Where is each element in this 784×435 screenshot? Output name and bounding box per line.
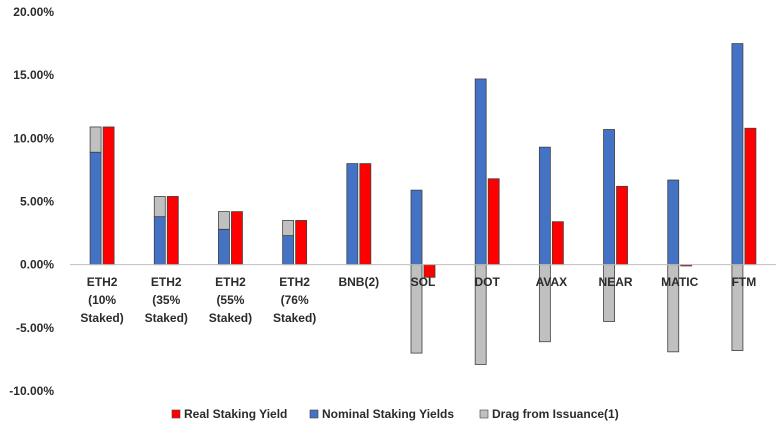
category-label: ETH2: [215, 275, 246, 289]
real-yield-bar: [295, 220, 308, 266]
nominal-yield-bar: [474, 78, 487, 266]
nominal-yield-bar: [282, 235, 295, 266]
category-label: DOT: [475, 275, 501, 289]
category-label: Staked): [209, 311, 252, 325]
real-yield-bar: [231, 211, 243, 266]
nominal-yield-bar: [346, 163, 359, 266]
y-tick-label: 0.00%: [20, 258, 54, 272]
category-label: MATIC: [661, 275, 698, 289]
issuance-drag-bar: [603, 264, 615, 322]
real-yield-bar: [166, 196, 179, 266]
category-label: ETH2: [151, 275, 182, 289]
category-label: (76%: [281, 293, 309, 307]
category-label: AVAX: [536, 275, 568, 289]
nominal-yield-bar: [731, 43, 744, 266]
category-label: Staked): [273, 311, 316, 325]
x-axis-labels: ETH2 (10% Staked) ETH2 (35% Staked) ETH2 (55% St…: [80, 275, 756, 325]
real-yield-bar: [487, 178, 500, 266]
nominal-yield-bar: [603, 129, 615, 266]
y-tick-label: -5.00%: [16, 321, 54, 335]
issuance-drag-bar: [218, 211, 230, 230]
category-label: Staked): [145, 311, 188, 325]
category-label: (10%: [88, 293, 116, 307]
category-label: SOL: [411, 275, 436, 289]
category-label: ETH2: [279, 275, 310, 289]
legend-swatch-drag: [479, 409, 489, 419]
legend-label: Nominal Staking Yields: [322, 407, 454, 421]
issuance-drag-bar: [153, 196, 166, 218]
nominal-yield-bar: [218, 228, 230, 266]
category-label: BNB(2): [338, 275, 379, 289]
y-tick-label: 15.00%: [13, 68, 54, 82]
y-tick-label: 20.00%: [13, 5, 54, 19]
nominal-yield-bar: [153, 216, 166, 266]
nominal-yield-bar: [89, 151, 102, 266]
category-label: Staked): [80, 311, 123, 325]
real-yield-bar: [359, 163, 372, 266]
category-label: (35%: [152, 293, 180, 307]
y-tick-label: -10.00%: [9, 384, 54, 398]
issuance-drag-bar: [282, 220, 295, 237]
category-label: FTM: [732, 275, 757, 289]
bars: [89, 43, 757, 365]
legend-swatch-real: [171, 409, 181, 419]
nominal-yield-bar: [410, 189, 423, 266]
y-axis-ticks: 20.00% 15.00% 10.00% 5.00% 0.00% -5.00% -10.00…: [9, 5, 54, 398]
legend-swatch-nominal: [309, 409, 319, 419]
y-tick-label: 5.00%: [20, 195, 54, 209]
legend-label: Real Staking Yield: [184, 407, 287, 421]
real-yield-bar: [551, 221, 564, 266]
real-yield-bar: [102, 126, 115, 266]
nominal-yield-bar: [667, 179, 680, 266]
category-label: (55%: [216, 293, 244, 307]
legend-label: Drag from Issuance(1): [492, 407, 619, 421]
legend: Real Staking Yield Nominal Staking Yields…: [171, 407, 619, 421]
category-label: ETH2: [87, 275, 118, 289]
real-yield-bar: [616, 185, 628, 266]
real-yield-bar: [744, 127, 757, 266]
category-label: NEAR: [599, 275, 633, 289]
nominal-yield-bar: [538, 146, 551, 266]
y-tick-label: 10.00%: [13, 131, 54, 145]
issuance-drag-bar: [89, 126, 102, 153]
